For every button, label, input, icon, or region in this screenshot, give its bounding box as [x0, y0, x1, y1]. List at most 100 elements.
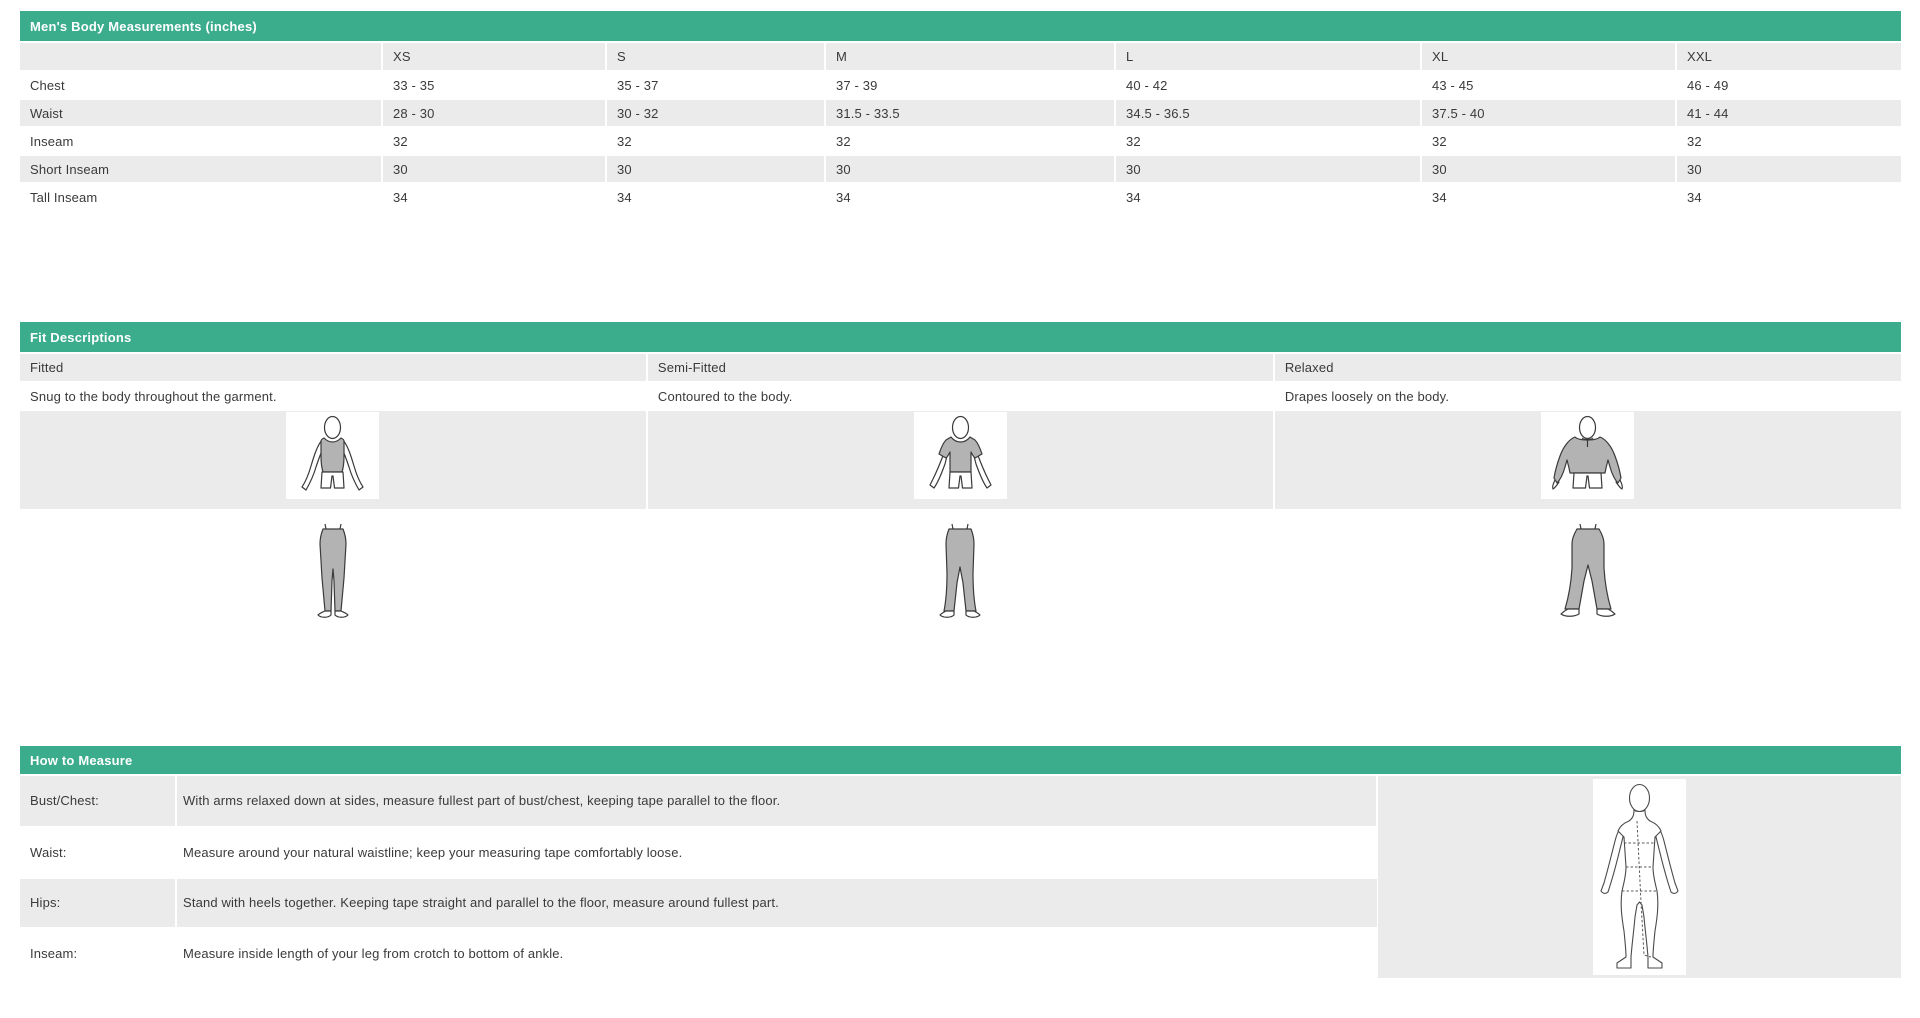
fit-top-figure-row [20, 410, 1901, 511]
fit-description-relaxed: Drapes loosely on the body. [1273, 382, 1901, 411]
relaxed-pants-figure-icon [1560, 523, 1616, 617]
table-row-tall-inseam: Tall Inseam 34 34 34 34 34 34 [20, 183, 1901, 212]
measure-row-waist: Waist: Measure around your natural waist… [20, 826, 1901, 879]
semi-fitted-pants-cell [646, 510, 1275, 636]
measure-description: Measure around your natural waistline; k… [176, 826, 1377, 879]
measurements-section: Men's Body Measurements (inches) XS S M … [20, 11, 1901, 212]
cell-value: 30 [1676, 155, 1901, 184]
measure-row-hips: Hips: Stand with heels together. Keeping… [20, 877, 1901, 930]
cell-value: 30 [606, 155, 826, 184]
how-to-measure-table: Bust/Chest: With arms relaxed down at si… [20, 776, 1901, 980]
measure-row-bust-chest: Bust/Chest: With arms relaxed down at si… [20, 776, 1901, 980]
fit-pants-figure-row [20, 510, 1901, 636]
fit-label-fitted: Fitted [20, 354, 648, 383]
cell-value: 30 [382, 155, 607, 184]
relaxed-top-figure-icon [1552, 415, 1624, 490]
cell-value: 41 - 44 [1676, 99, 1901, 128]
fit-label-row: Fitted Semi-Fitted Relaxed [20, 354, 1901, 383]
cell-value: 32 [606, 127, 826, 156]
semi-fitted-top-image-box [913, 412, 1007, 499]
table-row-inseam: Inseam 32 32 32 32 32 32 [20, 127, 1901, 156]
how-to-measure-title: How to Measure [30, 752, 133, 768]
row-label: Inseam [20, 127, 383, 156]
cell-value: 34 [1421, 183, 1677, 212]
cell-value: 30 [1115, 155, 1422, 184]
cell-value: 34 [382, 183, 607, 212]
measurements-table: XS S M L XL XXL Chest 33 - 35 35 - 37 37… [20, 43, 1901, 212]
cell-value: 32 [1115, 127, 1422, 156]
measurement-diagram-cell [1377, 776, 1901, 980]
measurement-body-figure-icon [1600, 783, 1679, 969]
table-row-waist: Waist 28 - 30 30 - 32 31.5 - 33.5 34.5 -… [20, 99, 1901, 128]
cell-value: 34 [1676, 183, 1901, 212]
semi-fitted-pants-figure-icon [939, 523, 981, 618]
fit-description-semi-fitted: Contoured to the body. [646, 382, 1275, 411]
relaxed-top-cell [1273, 410, 1901, 511]
measure-label: Bust/Chest: [20, 776, 177, 828]
size-header-empty-cell [20, 43, 383, 72]
cell-value: 40 - 42 [1115, 71, 1422, 100]
measure-description: With arms relaxed down at sides, measure… [176, 776, 1378, 828]
fitted-pants-figure-icon [317, 523, 349, 618]
fit-label-semi-fitted: Semi-Fitted [646, 354, 1275, 383]
measure-label: Hips: [20, 877, 177, 930]
cell-value: 34 [606, 183, 826, 212]
fit-description-fitted: Snug to the body throughout the garment. [20, 382, 648, 411]
cell-value: 34 [825, 183, 1116, 212]
cell-value: 46 - 49 [1676, 71, 1901, 100]
relaxed-top-image-box [1541, 412, 1635, 499]
measurements-section-title: Men's Body Measurements (inches) [30, 18, 257, 34]
size-header-xs: XS [382, 43, 607, 72]
cell-value: 28 - 30 [382, 99, 607, 128]
fit-descriptions-section: Fit Descriptions Fitted Semi-Fitted Rela… [20, 322, 1901, 636]
measure-description: Stand with heels together. Keeping tape … [176, 877, 1377, 930]
measure-row-inseam: Inseam: Measure inside length of your le… [20, 928, 1901, 980]
fit-descriptions-table: Fitted Semi-Fitted Relaxed Snug to the b… [20, 354, 1901, 636]
how-to-measure-header: How to Measure [20, 746, 1901, 774]
cell-value: 34 [1115, 183, 1422, 212]
semi-fitted-top-cell [646, 410, 1275, 511]
fit-label-relaxed: Relaxed [1273, 354, 1901, 383]
cell-value: 35 - 37 [606, 71, 826, 100]
fitted-pants-cell [20, 510, 648, 636]
fit-descriptions-title: Fit Descriptions [30, 329, 132, 345]
size-chart-page: Men's Body Measurements (inches) XS S M … [20, 11, 1901, 980]
measure-label: Waist: [20, 826, 177, 879]
fitted-top-image-box [286, 412, 380, 499]
fit-descriptions-header: Fit Descriptions [20, 322, 1901, 352]
fitted-top-cell [20, 410, 648, 511]
cell-value: 30 [1421, 155, 1677, 184]
measurement-diagram-box [1593, 779, 1686, 975]
size-header-row: XS S M L XL XXL [20, 43, 1901, 72]
relaxed-pants-cell [1273, 510, 1901, 636]
size-header-m: M [825, 43, 1116, 72]
table-row-chest: Chest 33 - 35 35 - 37 37 - 39 40 - 42 43… [20, 71, 1901, 100]
cell-value: 37 - 39 [825, 71, 1116, 100]
row-label: Tall Inseam [20, 183, 383, 212]
cell-value: 32 [382, 127, 607, 156]
cell-value: 30 - 32 [606, 99, 826, 128]
cell-value: 32 [1421, 127, 1677, 156]
cell-value: 32 [825, 127, 1116, 156]
row-label: Chest [20, 71, 383, 100]
cell-value: 33 - 35 [382, 71, 607, 100]
cell-value: 34.5 - 36.5 [1115, 99, 1422, 128]
fit-description-row: Snug to the body throughout the garment.… [20, 382, 1901, 411]
row-label: Short Inseam [20, 155, 383, 184]
measure-label: Inseam: [20, 928, 177, 980]
cell-value: 32 [1676, 127, 1901, 156]
cell-value: 43 - 45 [1421, 71, 1677, 100]
how-to-measure-section: How to Measure Bust/Chest: With arms rel… [20, 746, 1901, 980]
cell-value: 31.5 - 33.5 [825, 99, 1116, 128]
size-header-l: L [1115, 43, 1422, 72]
cell-value: 30 [825, 155, 1116, 184]
semi-fitted-top-figure-icon [929, 415, 992, 489]
size-header-s: S [606, 43, 826, 72]
measurements-section-header: Men's Body Measurements (inches) [20, 11, 1901, 41]
table-row-short-inseam: Short Inseam 30 30 30 30 30 30 [20, 155, 1901, 184]
size-header-xl: XL [1421, 43, 1677, 72]
fitted-top-figure-icon [301, 415, 365, 491]
row-label: Waist [20, 99, 383, 128]
size-header-xxl: XXL [1676, 43, 1901, 72]
cell-value: 37.5 - 40 [1421, 99, 1677, 128]
